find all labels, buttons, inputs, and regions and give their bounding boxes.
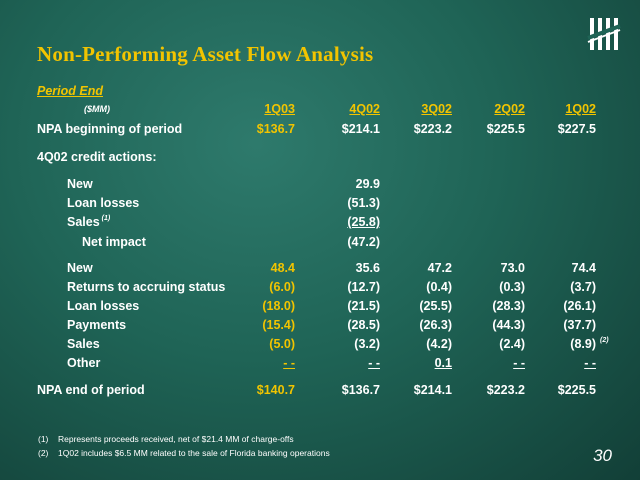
payments-4q02: (28.5) <box>347 318 380 332</box>
page-number: 30 <box>593 446 612 465</box>
footnote-2-text: 1Q02 includes $6.5 MM related to the sal… <box>58 448 330 458</box>
col-header-3q02: 3Q02 <box>421 102 452 116</box>
new-4q02: 35.6 <box>355 261 380 275</box>
sales-2q02: (2.4) <box>499 337 525 351</box>
other-4q02: - - <box>368 356 380 370</box>
other-2q02: - - <box>513 356 525 370</box>
sales-3q02: (4.2) <box>426 337 452 351</box>
payments-1q03: (15.4) <box>262 318 295 332</box>
npa-end-3q02: $214.1 <box>413 383 452 397</box>
npa-end-1q02: $225.5 <box>557 383 596 397</box>
new-1q03: 48.4 <box>270 261 295 275</box>
ca-losses-4q02: (51.3) <box>347 196 380 210</box>
losses-2q02: (28.3) <box>492 299 525 313</box>
ca-sales-label-text: Sales <box>67 215 100 229</box>
other-1q03: - - <box>283 356 295 370</box>
row-label-ca-losses: Loan losses <box>67 196 140 210</box>
new-2q02: 73.0 <box>500 261 525 275</box>
row-label-npa-begin: NPA beginning of period <box>37 122 183 136</box>
payments-2q02: (44.3) <box>492 318 525 332</box>
footnote-2: (2) 1Q02 includes $6.5 MM related to the … <box>38 448 330 458</box>
footnote-ref-2: (2) <box>600 337 609 344</box>
returns-1q02: (3.7) <box>570 280 596 294</box>
new-3q02: 47.2 <box>427 261 452 275</box>
npa-begin-2q02: $225.5 <box>486 122 525 136</box>
sales-4q02: (3.2) <box>354 337 380 351</box>
row-label-new: New <box>67 261 93 275</box>
npa-end-1q03: $140.7 <box>256 383 295 397</box>
footnote-1-text: Represents proceeds received, net of $21… <box>58 434 294 444</box>
returns-1q03: (6.0) <box>269 280 295 294</box>
row-label-ca-sales: Sales (1) <box>67 215 110 229</box>
sales-1q03: (5.0) <box>269 337 295 351</box>
row-label-returns: Returns to accruing status <box>67 280 226 294</box>
col-header-1q02: 1Q02 <box>565 102 596 116</box>
row-label-npa-end: NPA end of period <box>37 383 145 397</box>
row-label-ca-new: New <box>67 177 93 191</box>
ca-new-4q02: 29.9 <box>355 177 380 191</box>
footnote-2-number: (2) <box>38 448 49 458</box>
npa-begin-1q02: $227.5 <box>557 122 596 136</box>
npa-end-2q02: $223.2 <box>486 383 525 397</box>
col-header-1q03: 1Q03 <box>264 102 295 116</box>
row-label-other: Other <box>67 356 101 370</box>
losses-1q03: (18.0) <box>262 299 295 313</box>
other-1q02: - - <box>584 356 596 370</box>
col-header-4q02: 4Q02 <box>349 102 380 116</box>
footnote-ref-1: (1) <box>101 215 111 222</box>
losses-1q02: (26.1) <box>563 299 596 313</box>
col-header-2q02: 2Q02 <box>494 102 525 116</box>
npa-end-4q02: $136.7 <box>341 383 380 397</box>
bank-logo-icon <box>587 18 621 50</box>
row-label-losses: Loan losses <box>67 299 140 313</box>
row-label-sales: Sales <box>67 337 100 351</box>
npa-begin-4q02: $214.1 <box>341 122 380 136</box>
unit-label: ($MM) <box>84 104 110 114</box>
npa-begin-1q03: $136.7 <box>256 122 295 136</box>
losses-3q02: (25.5) <box>419 299 452 313</box>
slide-title: Non-Performing Asset Flow Analysis <box>37 42 374 66</box>
losses-4q02: (21.5) <box>347 299 380 313</box>
period-end-label: Period End <box>37 84 103 98</box>
new-1q02: 74.4 <box>571 261 596 275</box>
sales-1q02: (8.9) <box>570 337 596 351</box>
credit-actions-heading: 4Q02 credit actions: <box>37 150 157 164</box>
footnote-1-number: (1) <box>38 434 49 444</box>
returns-3q02: (0.4) <box>426 280 452 294</box>
footnote-1: (1) Represents proceeds received, net of … <box>38 434 294 444</box>
row-label-ca-net: Net impact <box>82 235 146 249</box>
returns-4q02: (12.7) <box>347 280 380 294</box>
payments-3q02: (26.3) <box>419 318 452 332</box>
npa-begin-3q02: $223.2 <box>413 122 452 136</box>
other-3q02: 0.1 <box>434 356 452 370</box>
payments-1q02: (37.7) <box>563 318 596 332</box>
ca-net-4q02: (47.2) <box>347 235 380 249</box>
returns-2q02: (0.3) <box>499 280 525 294</box>
row-label-payments: Payments <box>67 318 127 332</box>
ca-sales-4q02: (25.8) <box>347 215 380 229</box>
